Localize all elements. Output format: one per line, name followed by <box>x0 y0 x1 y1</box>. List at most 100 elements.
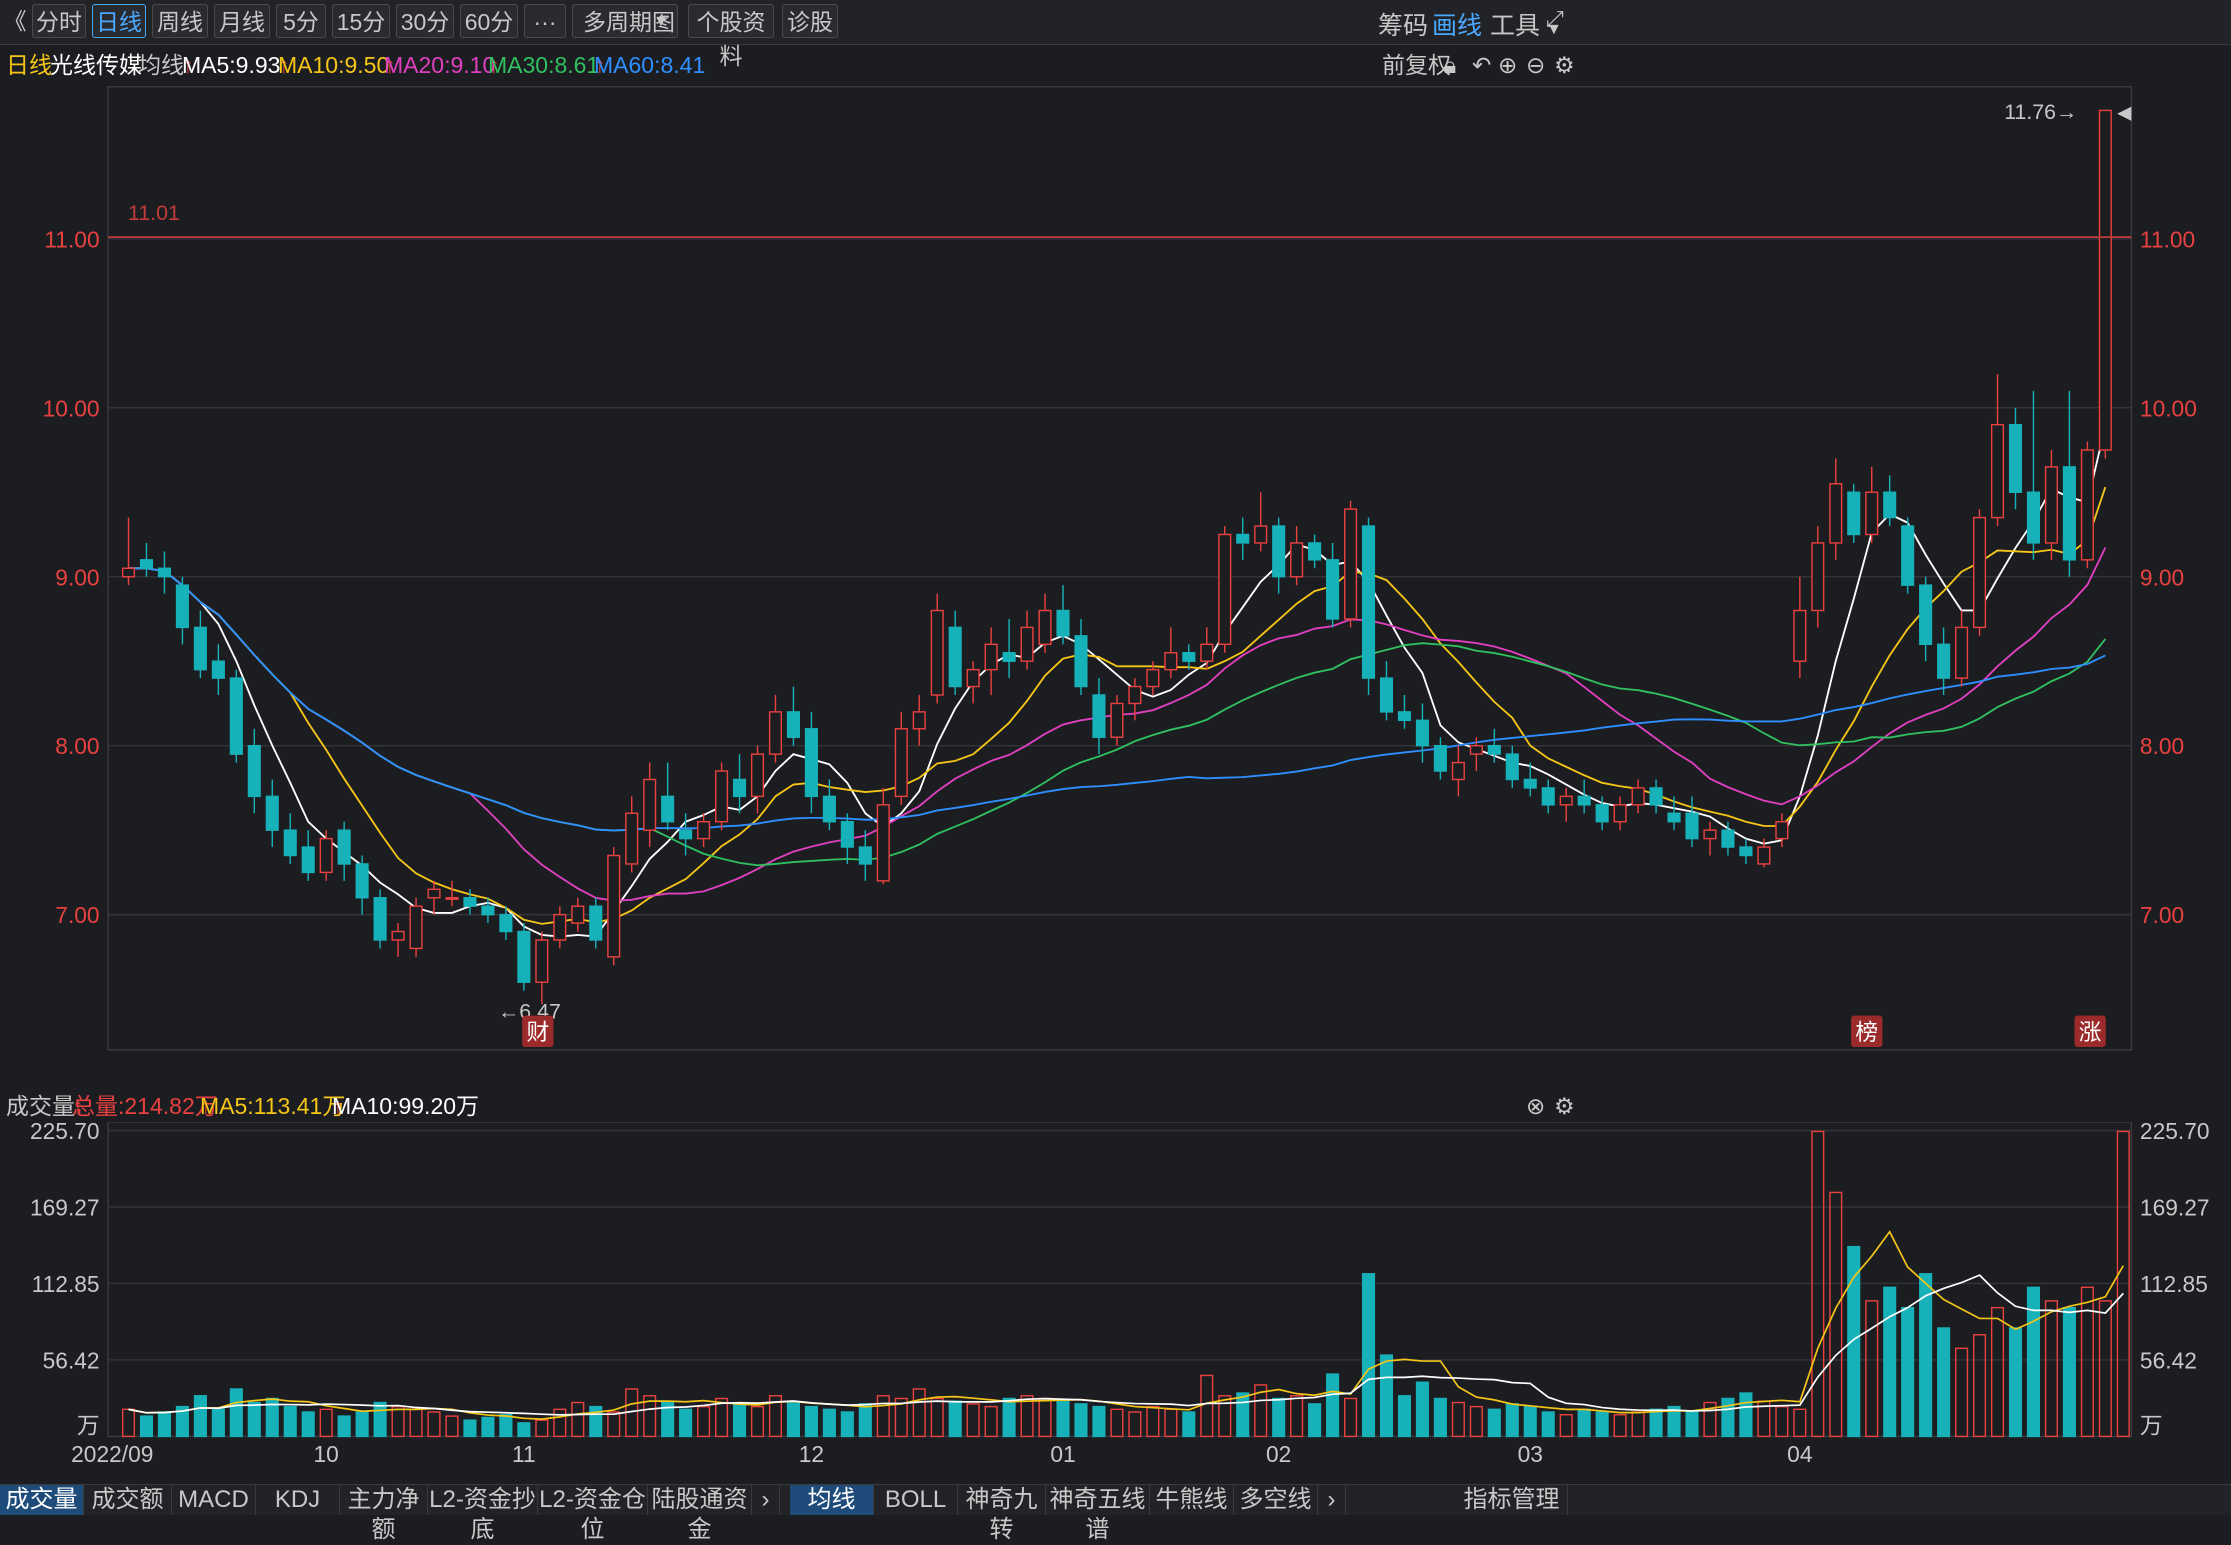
more-button[interactable]: ··· <box>524 4 566 38</box>
volume-bar <box>1379 1354 1394 1438</box>
volume-bar <box>1667 1405 1681 1438</box>
volume-bar <box>1505 1403 1519 1438</box>
candle-body <box>1343 508 1358 620</box>
volume-ma-lines <box>128 1230 2125 1421</box>
price-chart[interactable]: 11.00 11.00 10.00 10.00 9.00 9.00 8.00 8.00 7.00… <box>0 44 2231 1084</box>
candle-body <box>840 821 854 848</box>
lock-icon[interactable]: 🔒︎ <box>1444 52 1457 78</box>
candle-body <box>2026 491 2041 544</box>
close-panel-icon[interactable]: ⊗ <box>1526 1093 1546 1119</box>
tab-volume[interactable]: 成交量 <box>0 1485 84 1515</box>
candle-body <box>427 888 441 899</box>
tab-15min[interactable]: 15分 <box>332 4 390 38</box>
volume-bar <box>661 1401 675 1438</box>
event-marker-bg <box>1851 1015 1883 1047</box>
tab-nine-turn[interactable]: 神奇九转 <box>958 1485 1046 1543</box>
tools-button[interactable]: 工具 ▼ <box>1490 6 1562 42</box>
tab-rixian[interactable]: 日线 <box>92 4 146 38</box>
candle-body <box>1433 744 1447 772</box>
tab-l2-bottom[interactable]: L2-资金抄底 <box>428 1485 538 1543</box>
tab-main-net[interactable]: 主力净额 <box>340 1485 428 1543</box>
stock-info-button[interactable]: 个股资料 <box>688 4 774 69</box>
volume-axis-labels: 225.70 225.70 169.27 169.27 112.85 112.85 56.4… <box>30 1122 2210 1467</box>
volume-tick-right: 万 <box>2140 1413 2163 1439</box>
candle-body <box>1972 516 1987 629</box>
volume-tick-right: 169.27 <box>2140 1195 2210 1221</box>
undo-icon[interactable]: ↶ <box>1472 52 1492 78</box>
volume-bar <box>1775 1405 1789 1438</box>
fullscreen-icon[interactable]: ⤢ <box>1546 6 1564 31</box>
volume-bar <box>1451 1401 1465 1438</box>
y-tick-label-left: 11.00 <box>44 226 99 252</box>
back-button[interactable]: 《 <box>3 8 27 34</box>
volume-bar <box>1613 1414 1627 1438</box>
x-tick-label: 04 <box>1787 1441 1812 1467</box>
tab-boll[interactable]: BOLL <box>874 1485 958 1515</box>
volume-bar <box>966 1403 980 1438</box>
candle-body <box>1056 609 1070 637</box>
stock-name: 光线传媒 <box>50 52 142 78</box>
up-arrow-icon: ↑ <box>182 52 194 78</box>
tab-fenshi[interactable]: 分时 <box>32 4 86 38</box>
tab-60min[interactable]: 60分 <box>460 4 518 38</box>
diagnose-button[interactable]: 诊股 <box>782 4 838 38</box>
settings-gear-icon[interactable]: ⚙ <box>1554 52 1575 78</box>
candle-body <box>1631 787 1645 806</box>
up-arrow-icon: ↑ <box>594 52 606 78</box>
candle-body <box>1685 812 1699 840</box>
volume-bar <box>1847 1245 1861 1438</box>
candle-body <box>1919 584 1933 646</box>
tab-turnover[interactable]: 成交额 <box>84 1485 172 1515</box>
candle-body <box>732 778 747 798</box>
event-marker: 涨 <box>2079 1019 2102 1045</box>
volume-bar <box>139 1415 154 1438</box>
volume-bar <box>715 1397 729 1438</box>
volume-title[interactable]: 成交量 <box>6 1093 75 1119</box>
candle-body <box>1200 643 1214 662</box>
ma5-line <box>128 425 2107 938</box>
volume-chart[interactable]: 225.70 225.70 169.27 169.27 112.85 112.85 56.4… <box>0 1122 2231 1486</box>
candle-body <box>2062 466 2076 561</box>
zoom-out-icon[interactable]: ⊖ <box>1526 52 1546 78</box>
candle-body <box>265 795 279 831</box>
volume-bar <box>1218 1395 1232 1438</box>
volume-tick-left: 225.70 <box>30 1122 100 1144</box>
tab-five-lines[interactable]: 神奇五线谱 <box>1046 1485 1150 1543</box>
candle-body <box>1415 719 1429 747</box>
tab-macd[interactable]: MACD <box>172 1485 256 1515</box>
volume-bar <box>2116 1130 2130 1438</box>
tab-5min[interactable]: 5分 <box>276 4 326 38</box>
tab-ma[interactable]: 均线 <box>790 1485 874 1515</box>
chip-button[interactable]: 筹码 <box>1378 12 1429 40</box>
candle-body <box>1775 821 1789 840</box>
chevron-right-icon[interactable]: › <box>752 1485 780 1515</box>
tab-yuexian[interactable]: 月线 <box>214 4 270 38</box>
volume-bar <box>301 1411 315 1438</box>
candle-body <box>1955 626 1969 679</box>
up-arrow-icon: ↑ <box>72 1093 84 1119</box>
tab-indicator-manage[interactable]: 指标管理 <box>1456 1485 1568 1515</box>
chevron-right-icon[interactable]: › <box>1318 1485 1346 1515</box>
adjust-label[interactable]: 前复权 <box>1382 52 1451 78</box>
tab-zhouxian[interactable]: 周线 <box>152 4 208 38</box>
tab-l2-position[interactable]: L2-资金仓位 <box>538 1485 648 1543</box>
tab-kdj[interactable]: KDJ <box>256 1485 340 1515</box>
volume-bar <box>1092 1405 1106 1438</box>
tab-long-short[interactable]: 多空线 <box>1234 1485 1318 1515</box>
candle-body <box>1559 795 1573 806</box>
draw-line-button[interactable]: 画线 <box>1432 12 1483 40</box>
candle-body <box>786 711 800 738</box>
indicator-label[interactable]: 均线 <box>138 52 184 78</box>
multi-period-dropdown[interactable]: 多周期图 ▼ <box>572 4 678 38</box>
candle-body <box>2008 423 2023 493</box>
candle-body <box>1901 525 1915 586</box>
volume-bar <box>1649 1408 1663 1438</box>
volume-bar <box>2062 1306 2076 1438</box>
settings-gear-icon[interactable]: ⚙ <box>1554 1093 1575 1119</box>
zoom-in-icon[interactable]: ⊕ <box>1498 52 1518 78</box>
volume-bar <box>2044 1300 2058 1438</box>
tab-30min[interactable]: 30分 <box>396 4 454 38</box>
tab-hk-connect[interactable]: 陆股通资金 <box>648 1485 752 1543</box>
tab-bull-bear[interactable]: 牛熊线 <box>1150 1485 1234 1515</box>
volume-ma5-text: MA5:113.41万 <box>200 1093 346 1119</box>
